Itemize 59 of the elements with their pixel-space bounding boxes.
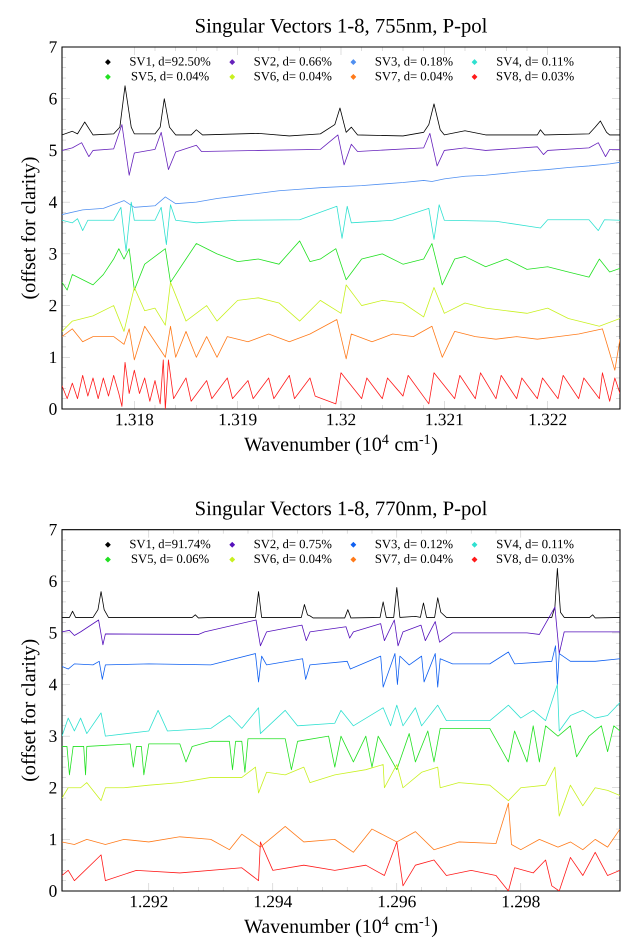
y-tick-label: 0 <box>49 403 57 415</box>
line-series <box>62 725 620 776</box>
y-tick-label: 1 <box>50 352 56 364</box>
line-series <box>62 282 620 332</box>
y-tick-label: 7 <box>50 41 57 53</box>
legend-label: SV7, d= 0.04% <box>376 71 453 82</box>
legend-label: SV6, d= 0.04% <box>254 71 332 82</box>
x-axis-title: Wavenumber (10$^{4}$ cm$^{-1}$) <box>244 434 438 456</box>
x-tick-label: 1.298 <box>502 896 540 908</box>
y-axis-title: (offset for clarity) <box>21 640 40 781</box>
y-tick-label: 5 <box>50 144 57 156</box>
y-tick-label: 3 <box>49 730 57 742</box>
y-axis-title: (offset for clarity) <box>21 157 40 299</box>
y-tick-label: 2 <box>49 782 56 794</box>
line-series <box>62 202 620 252</box>
y-tick-label: 6 <box>49 92 57 105</box>
y-tick-label: 1 <box>50 834 56 846</box>
legend-label: SV8, d= 0.03% <box>496 554 574 565</box>
line-series <box>62 606 620 654</box>
chart-title: Singular Vectors 1-8, 755nm, P-pol <box>196 18 487 37</box>
y-tick-label: 4 <box>48 678 58 690</box>
line-series <box>62 645 620 688</box>
legend-label: SV5, d= 0.06% <box>132 554 209 565</box>
y-tick-label: 5 <box>50 627 57 639</box>
line-series <box>62 359 620 409</box>
x-tick-label: 1.319 <box>220 414 256 426</box>
x-tick-label: 1.296 <box>378 896 416 908</box>
line-series <box>62 802 620 853</box>
legend-label: SV2, d= 0.66% <box>254 56 332 68</box>
x-tick-label: 1.322 <box>530 414 566 426</box>
y-tick-label: 3 <box>49 248 57 260</box>
y-tick-label: 6 <box>49 575 57 588</box>
x-tick-label: 1.321 <box>426 414 463 426</box>
legend-label: SV7, d= 0.04% <box>376 554 453 565</box>
legend-label: SV1, d=92.50% <box>130 56 210 68</box>
line-series <box>62 319 620 371</box>
line-series <box>62 124 620 176</box>
x-axis-title: Wavenumber (10$^{4}$ cm$^{-1}$) <box>244 916 438 938</box>
y-tick-label: 4 <box>48 196 58 208</box>
x-tick-label: 1.292 <box>130 896 168 908</box>
legend-label: SV3, d= 0.18% <box>376 56 453 68</box>
line-series <box>62 764 620 817</box>
legend-label: SV8, d= 0.03% <box>496 71 574 82</box>
x-tick-label: 1.318 <box>116 414 154 426</box>
chart-title: Singular Vectors 1-8, 770nm, P-pol <box>196 500 487 520</box>
legend-label: SV2, d= 0.75% <box>254 539 332 550</box>
line-series <box>62 684 620 737</box>
y-tick-label: 2 <box>49 300 56 312</box>
legend-label: SV6, d= 0.04% <box>254 554 332 565</box>
legend-label: SV3, d= 0.12% <box>376 539 453 550</box>
x-tick-label: 1.32 <box>327 414 356 426</box>
y-tick-label: 0 <box>49 885 57 897</box>
legend-label: SV4, d= 0.11% <box>497 539 574 550</box>
legend-label: SV1, d=91.74% <box>130 539 210 550</box>
line-series <box>62 240 620 290</box>
y-tick-label: 7 <box>50 524 57 536</box>
x-tick-label: 1.294 <box>254 896 292 908</box>
legend-label: SV5, d= 0.04% <box>132 71 209 82</box>
legend-label: SV4, d= 0.11% <box>497 56 574 68</box>
